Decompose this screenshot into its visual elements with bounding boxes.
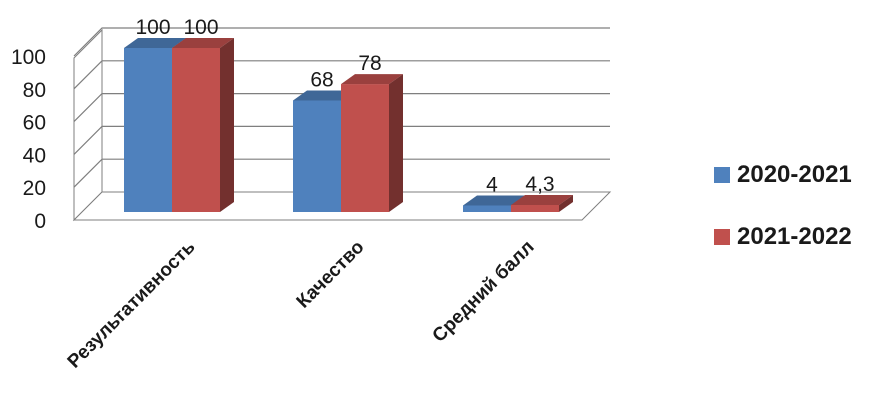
gridline [73,125,610,155]
bar-2-2 [341,74,403,212]
gridline [73,92,610,123]
legend-item-series-2: 2021-2022 [714,223,852,250]
bar-top [341,74,403,85]
gridline [73,158,610,188]
y-tick-label: 20 [23,177,46,200]
data-label-1-1: 100 [135,16,170,39]
legend-swatch-series-2 [714,229,730,245]
y-tick-label: 60 [23,112,46,135]
bar-side [389,74,403,212]
data-label-2-1: 100 [183,16,218,39]
gridline [73,27,610,57]
bar-front [172,48,220,212]
data-labels: 100 100 68 78 4 4,3 [135,16,554,196]
y-tick-label: 40 [23,144,46,167]
bar-front [293,100,341,212]
bar-top [124,38,186,48]
category-labels: Результативность Качество Средний балл [64,237,539,373]
y-tick-label: 80 [23,79,46,102]
y-axis-ticks: 0 20 40 60 80 100 [11,46,46,233]
legend: 2020-2021 2021-2022 [714,161,852,286]
bar-front [463,205,511,212]
bar-front [511,204,559,212]
category-label-1: Результативность [64,237,200,373]
bar-side [559,194,573,212]
legend-item-series-1: 2020-2021 [714,161,852,188]
legend-label-series-1: 2020-2021 [737,161,852,188]
bar-side [220,38,234,212]
bar-2-1 [172,38,234,212]
legend-swatch-series-1 [714,167,730,183]
bar-front [341,84,389,212]
bar-top [293,90,355,101]
bar-top [511,194,573,205]
bar-2-3 [511,194,573,212]
data-label-1-3: 4 [486,173,498,196]
legend-label-series-2: 2021-2022 [737,223,852,250]
y-tick-label: 0 [34,210,46,233]
bar-front [124,48,172,212]
category-label-3: Средний балл [429,237,539,347]
side-wall [73,28,103,222]
data-label-2-3: 4,3 [525,173,554,196]
gridlines [73,27,610,188]
y-tick-label: 100 [11,46,46,69]
bars [124,38,573,212]
data-label-1-2: 68 [310,68,333,91]
bar-top [463,195,525,206]
data-label-2-2: 78 [358,52,381,75]
gridline [73,60,610,90]
bar-top [172,38,234,48]
category-label-2: Качество [293,237,369,313]
